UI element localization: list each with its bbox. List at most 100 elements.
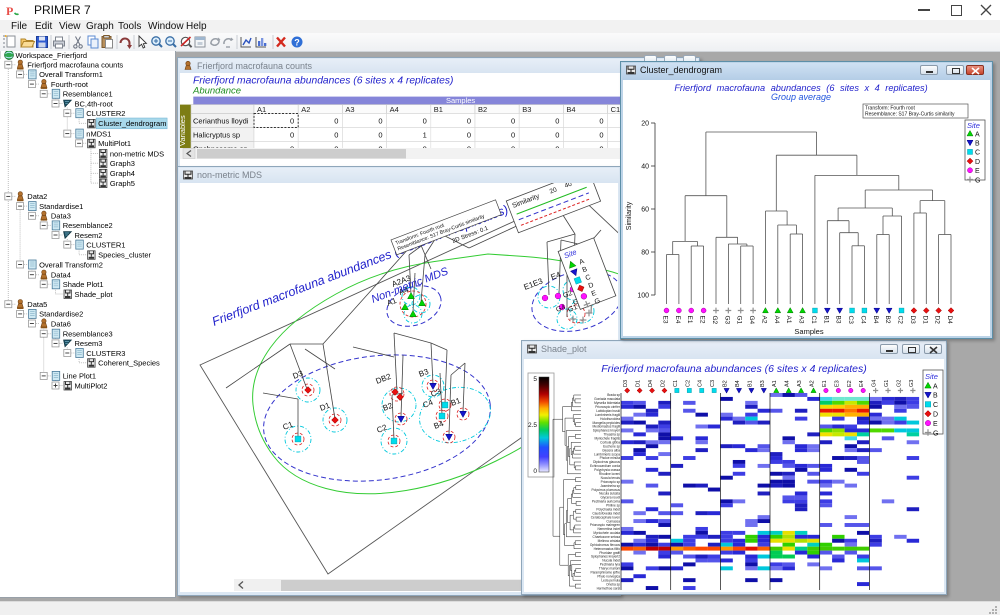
svg-text:G: G xyxy=(933,430,938,437)
svg-text:Prionospio malmgren: Prionospio malmgren xyxy=(590,523,620,527)
svg-text:G: G xyxy=(594,298,602,306)
svg-text:Onoba sp: Onoba sp xyxy=(606,582,620,586)
svg-text:non-metric MDS: non-metric MDS xyxy=(110,149,164,158)
svg-text:CLUSTER1: CLUSTER1 xyxy=(86,240,125,249)
svg-text:Transform: Fourth root: Transform: Fourth root xyxy=(865,106,915,112)
svg-text:100: 100 xyxy=(637,293,649,300)
svg-text:MultiPlot2: MultiPlot2 xyxy=(75,381,108,390)
svg-text:Graph5: Graph5 xyxy=(110,179,135,188)
svg-text:C1: C1 xyxy=(673,380,679,387)
svg-text:D3: D3 xyxy=(291,369,304,381)
svg-text:D3: D3 xyxy=(623,380,629,387)
svg-text:Mediomastus fragili: Mediomastus fragili xyxy=(593,425,621,429)
svg-text:G3: G3 xyxy=(723,316,730,325)
svg-text:E4: E4 xyxy=(859,380,865,387)
svg-text:B3: B3 xyxy=(522,105,531,114)
svg-text:A1: A1 xyxy=(257,105,266,114)
svg-text:Graph4: Graph4 xyxy=(110,169,135,178)
svg-text:Abundance: Abundance xyxy=(192,86,241,97)
svg-text:C2: C2 xyxy=(685,380,691,387)
svg-text:5: 5 xyxy=(533,376,537,383)
svg-text:E1: E1 xyxy=(822,380,828,387)
svg-text:G: G xyxy=(975,177,980,184)
svg-text:Frierfjord macrofauna abundanc: Frierfjord macrofauna abundances (6 site… xyxy=(193,76,453,87)
svg-text:1: 1 xyxy=(423,131,427,140)
svg-text:E4: E4 xyxy=(549,270,562,282)
svg-text:Data5: Data5 xyxy=(27,300,47,309)
svg-text:A1: A1 xyxy=(785,316,792,324)
svg-text:A2: A2 xyxy=(761,316,768,324)
svg-text:Samples: Samples xyxy=(446,96,475,105)
svg-text:B2: B2 xyxy=(884,316,891,324)
svg-text:Jasmineira sp: Jasmineira sp xyxy=(600,484,620,488)
svg-text:CLUSTER3: CLUSTER3 xyxy=(86,349,125,358)
svg-text:Glycera rouxii: Glycera rouxii xyxy=(601,496,621,500)
svg-text:A4: A4 xyxy=(785,380,791,387)
svg-text:Standardise1: Standardise1 xyxy=(39,202,83,211)
svg-text:Glycera alba: Glycera alba xyxy=(602,448,620,452)
svg-text:B: B xyxy=(975,141,980,148)
svg-text:Site: Site xyxy=(563,247,578,260)
svg-text:Corbula gibba: Corbula gibba xyxy=(600,441,620,445)
svg-text:Coherent_Species: Coherent_Species xyxy=(98,359,160,368)
svg-text:E2: E2 xyxy=(699,316,706,324)
svg-text:Mangelia peploides: Mangelia peploides xyxy=(593,421,621,425)
svg-text:Diplocirrus glaucus: Diplocirrus glaucus xyxy=(593,460,620,464)
svg-text:Rhodine loveni: Rhodine loveni xyxy=(599,472,620,476)
svg-text:Resemblance: S17 Bray-Curtis s: Resemblance: S17 Bray-Curtis similarity xyxy=(865,112,955,118)
svg-text:nMDS1: nMDS1 xyxy=(86,129,111,138)
svg-text:Leda pernula: Leda pernula xyxy=(601,578,620,582)
svg-text:Echinocardium corda: Echinocardium corda xyxy=(590,464,620,468)
svg-text:Data6: Data6 xyxy=(51,319,71,328)
svg-text:Thyasira sp: Thyasira sp xyxy=(604,433,621,437)
svg-text:A: A xyxy=(933,383,938,390)
svg-text:Similarity: Similarity xyxy=(626,201,633,230)
svg-text:B1: B1 xyxy=(822,316,829,324)
svg-text:0: 0 xyxy=(334,131,338,140)
svg-text:D1: D1 xyxy=(636,380,642,387)
svg-text:E: E xyxy=(933,421,938,428)
svg-text:Polyphysia crassa: Polyphysia crassa xyxy=(594,468,620,472)
svg-text:Myrsella bidentata: Myrsella bidentata xyxy=(594,401,620,405)
svg-text:Ceratocephale loven: Ceratocephale loven xyxy=(591,515,620,519)
svg-text:80: 80 xyxy=(641,250,649,257)
svg-text:G4: G4 xyxy=(748,316,755,325)
svg-text:?: ? xyxy=(294,38,300,48)
svg-text:B2: B2 xyxy=(723,380,729,387)
svg-text:C1: C1 xyxy=(611,105,621,114)
svg-text:Caudofoveata indet: Caudofoveata indet xyxy=(592,511,620,515)
svg-text:Fourth-root: Fourth-root xyxy=(51,80,89,89)
svg-text:20: 20 xyxy=(641,121,649,128)
svg-text:C4: C4 xyxy=(859,316,866,325)
svg-text:Site: Site xyxy=(925,372,938,381)
svg-text:B: B xyxy=(933,393,938,400)
svg-text:G1: G1 xyxy=(567,304,578,314)
svg-text:Resemblance1: Resemblance1 xyxy=(63,90,113,99)
svg-text:A3: A3 xyxy=(797,380,803,387)
svg-text:0: 0 xyxy=(467,131,471,140)
svg-text:C2: C2 xyxy=(897,316,904,325)
svg-text:Pectinaria lyra: Pectinaria lyra xyxy=(600,563,620,567)
svg-text:D4: D4 xyxy=(946,316,953,325)
svg-text:G2: G2 xyxy=(896,380,902,387)
svg-text:A: A xyxy=(578,258,585,266)
svg-text:Polychaeta indet: Polychaeta indet xyxy=(596,508,620,512)
svg-text:Spiophanes kroyeri2: Spiophanes kroyeri2 xyxy=(591,555,620,559)
svg-text:Holothuroidea: Holothuroidea xyxy=(600,417,620,421)
svg-text:Overall Transform1: Overall Transform1 xyxy=(39,70,103,79)
svg-text:B1: B1 xyxy=(747,380,753,387)
svg-text:Heteromastus filifo: Heteromastus filifo xyxy=(594,547,621,551)
svg-text:Tharyx marioni: Tharyx marioni xyxy=(599,567,620,571)
svg-text:0: 0 xyxy=(467,117,471,126)
svg-text:B3: B3 xyxy=(760,380,766,387)
svg-text:Philine sp: Philine sp xyxy=(606,504,620,508)
svg-text:Data3: Data3 xyxy=(51,212,71,221)
svg-text:G1: G1 xyxy=(736,316,743,325)
svg-text:G3: G3 xyxy=(909,380,915,387)
svg-text:B3: B3 xyxy=(835,316,842,324)
svg-text:P: P xyxy=(6,4,13,17)
svg-text:Ophiodromus flexuos: Ophiodromus flexuos xyxy=(590,543,621,547)
svg-text:Workspace_Frierfjord: Workspace_Frierfjord xyxy=(16,51,88,60)
svg-text:Line Plot1: Line Plot1 xyxy=(63,372,96,381)
svg-text:Labidoplax buski: Labidoplax buski xyxy=(596,409,620,413)
